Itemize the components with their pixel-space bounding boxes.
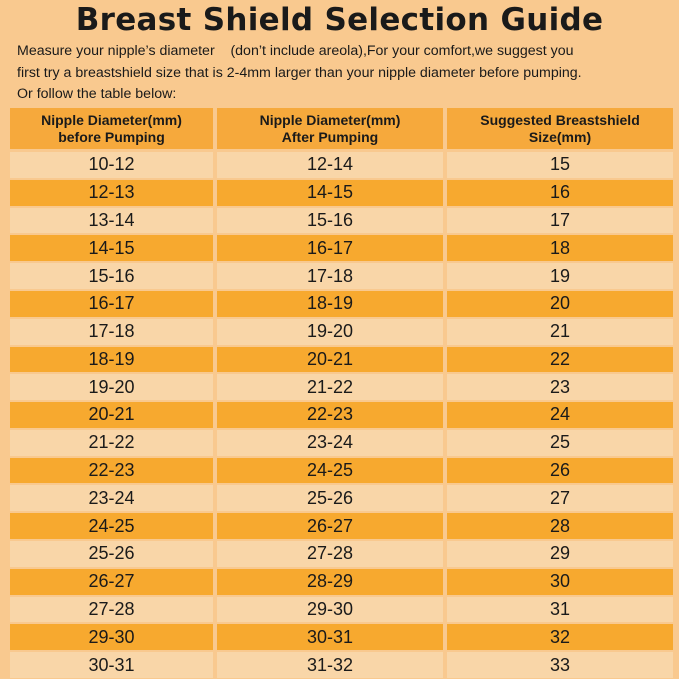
- table-cell: 29-30: [217, 596, 443, 623]
- table-cell: 18: [447, 235, 673, 262]
- table-cell: 23-24: [217, 429, 443, 456]
- description-line: Or follow the table below:: [17, 86, 177, 102]
- column-header: Nipple Diameter(mm) before Pumping: [10, 108, 213, 149]
- column-header: Nipple Diameter(mm) After Pumping: [217, 108, 443, 149]
- table-cell: 10-12: [10, 152, 213, 178]
- table-cell: 24: [447, 402, 673, 428]
- table-cell: 17-18: [217, 263, 443, 289]
- table-cell: 25-26: [217, 485, 443, 512]
- table-cell: 27: [447, 485, 673, 512]
- column-header-line: Nipple Diameter(mm): [259, 111, 401, 128]
- table-cell: 21: [447, 318, 673, 345]
- table-cell: 28: [447, 513, 673, 540]
- table-cell: 14-15: [217, 179, 443, 206]
- description-line: Measure your nipple’s diameter (don’t in…: [17, 43, 574, 59]
- column-header-line: Size(mm): [528, 128, 592, 145]
- table-cell: 17-18: [10, 318, 213, 345]
- table-cell: 21-22: [217, 374, 443, 401]
- table-cell: 30-31: [217, 624, 443, 651]
- table-cell: 31-32: [217, 652, 443, 678]
- table-cell: 26: [447, 457, 673, 484]
- table-cell: 15-16: [217, 207, 443, 234]
- column-header-line: Suggested Breastshield: [480, 111, 640, 128]
- table-cell: 20-21: [217, 346, 443, 373]
- table-cell: 22-23: [217, 402, 443, 428]
- table-cell: 16: [447, 179, 673, 206]
- table-cell: 28-29: [217, 568, 443, 595]
- table-cell: 29: [447, 541, 673, 567]
- table-cell: 27-28: [10, 596, 213, 623]
- title: Breast Shield Selection Guide: [75, 2, 604, 38]
- table-cell: 14-15: [10, 235, 213, 262]
- table-cell: 22: [447, 346, 673, 373]
- table-cell: 12-14: [217, 152, 443, 178]
- table-cell: 13-14: [10, 207, 213, 234]
- table-cell: 18-19: [217, 290, 443, 317]
- table-cell: 19-20: [217, 318, 443, 345]
- table-cell: 16-17: [217, 235, 443, 262]
- table-cell: 21-22: [10, 429, 213, 456]
- column-header-line: After Pumping: [281, 128, 379, 145]
- table-cell: 22-23: [10, 457, 213, 484]
- table-cell: 19-20: [10, 374, 213, 401]
- table-cell: 16-17: [10, 290, 213, 317]
- table-cell: 24-25: [217, 457, 443, 484]
- table-cell: 19: [447, 263, 673, 289]
- table-cell: 20: [447, 290, 673, 317]
- table-cell: 20-21: [10, 402, 213, 428]
- table-cell: 26-27: [10, 568, 213, 595]
- column-header-line: before Pumping: [58, 128, 165, 145]
- table-cell: 33: [447, 652, 673, 678]
- table-cell: 26-27: [217, 513, 443, 540]
- table-cell: 25: [447, 429, 673, 456]
- table-cell: 30: [447, 568, 673, 595]
- table-cell: 30-31: [10, 652, 213, 678]
- table-cell: 23-24: [10, 485, 213, 512]
- column-header: Suggested Breastshield Size(mm): [447, 108, 673, 149]
- table-cell: 15: [447, 152, 673, 178]
- table-cell: 32: [447, 624, 673, 651]
- table-cell: 12-13: [10, 179, 213, 206]
- table-cell: 17: [447, 207, 673, 234]
- column-header-line: Nipple Diameter(mm): [41, 111, 182, 128]
- table-cell: 29-30: [10, 624, 213, 651]
- table-cell: 31: [447, 596, 673, 623]
- table-cell: 23: [447, 374, 673, 401]
- table-cell: 18-19: [10, 346, 213, 373]
- table-cell: 27-28: [217, 541, 443, 567]
- table-cell: 25-26: [10, 541, 213, 567]
- table-cell: 15-16: [10, 263, 213, 289]
- description-line: first try a breastshield size that is 2-…: [17, 65, 582, 81]
- table-cell: 24-25: [10, 513, 213, 540]
